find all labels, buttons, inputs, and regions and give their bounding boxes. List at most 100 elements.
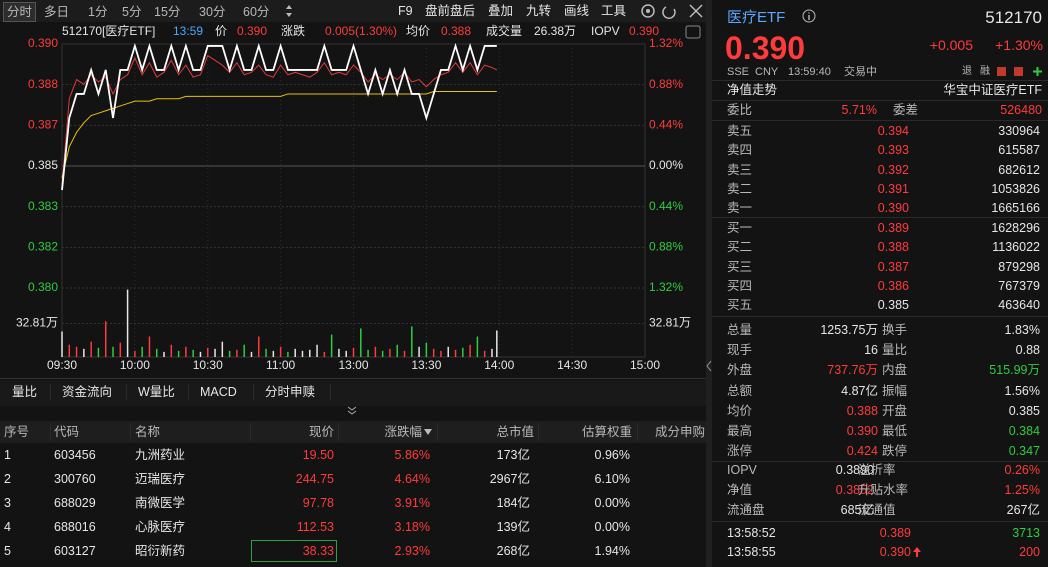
- table-cell[interactable]: 603456: [54, 448, 96, 462]
- expand-icon[interactable]: [281, 3, 297, 19]
- info-text: 均价: [406, 24, 430, 38]
- table-header[interactable]: 成分申购: [654, 425, 705, 439]
- table-cell[interactable]: 九洲药业: [135, 448, 186, 462]
- table-cell[interactable]: 迈瑞医疗: [135, 472, 186, 486]
- volume-bar: [330, 334, 333, 357]
- table-cell[interactable]: 2967亿: [489, 472, 530, 486]
- book-label: 委比: [727, 103, 753, 117]
- sort-icon[interactable]: [424, 429, 432, 435]
- y-tick-label: 0.385: [28, 158, 58, 172]
- volume-bar: [301, 350, 304, 357]
- trade-time: 13:58:52: [727, 526, 776, 540]
- table-cell[interactable]: 244.75: [295, 472, 334, 486]
- table-cell[interactable]: 3.18%: [394, 520, 430, 534]
- tab-separator: [188, 384, 189, 400]
- change: +0.005: [929, 37, 973, 53]
- tool-button[interactable]: 盘前盘后: [425, 4, 476, 18]
- tool-icons[interactable]: [638, 1, 708, 21]
- table-cell[interactable]: 南微医学: [135, 496, 186, 510]
- table-cell[interactable]: 3: [4, 496, 11, 510]
- table-cell[interactable]: 268亿: [496, 544, 530, 558]
- tab-separator: [330, 384, 331, 400]
- table-cell[interactable]: 38.33: [302, 544, 334, 558]
- timeframe-tab[interactable]: 5分: [122, 5, 142, 19]
- indicator-tab[interactable]: MACD: [200, 385, 237, 399]
- indicator-tab[interactable]: 分时申赎: [265, 385, 316, 399]
- table-cell[interactable]: 昭衍新药: [135, 544, 186, 558]
- timeframe-tab[interactable]: 30分: [199, 5, 226, 19]
- book-label: 委差: [893, 103, 919, 117]
- table-header[interactable]: 序号: [4, 425, 30, 439]
- timeframe-tab[interactable]: 60分: [243, 5, 270, 19]
- stat-value: 1.25%: [1004, 483, 1040, 498]
- timeframe-tab[interactable]: 多日: [44, 5, 70, 19]
- book-price: 0.389: [877, 221, 909, 235]
- table-header[interactable]: 估算权重: [581, 425, 632, 439]
- info-icon[interactable]: [802, 9, 816, 23]
- table-cell[interactable]: 1.94%: [594, 544, 630, 558]
- volume-bar: [112, 346, 114, 357]
- table-cell[interactable]: 112.53: [296, 520, 334, 534]
- last-price: 0.390: [725, 30, 806, 66]
- volume-bar: [367, 349, 369, 357]
- quote-meta: 13:59:40: [788, 65, 831, 78]
- volume-bar: [432, 348, 435, 357]
- table-cell[interactable]: 173亿: [496, 448, 530, 462]
- table-cell[interactable]: 4: [4, 520, 11, 534]
- table-cell[interactable]: 0.96%: [594, 448, 630, 462]
- table-cell[interactable]: 3.91%: [394, 496, 430, 510]
- table-header[interactable]: 名称: [135, 425, 161, 439]
- table-cell[interactable]: 184亿: [496, 496, 530, 510]
- stat-label: 现手: [727, 343, 753, 358]
- info-text: 0.388: [441, 24, 471, 38]
- table-cell[interactable]: 300760: [54, 472, 96, 486]
- wp-icon[interactable]: [685, 25, 701, 39]
- x-tick-label: 14:30: [557, 358, 587, 372]
- table-cell[interactable]: 97.78: [302, 496, 334, 510]
- trade-volume: 3713: [1012, 526, 1040, 540]
- table-cell[interactable]: 688029: [54, 496, 96, 510]
- table-cell[interactable]: 6.10%: [594, 472, 630, 486]
- tab-separator: [126, 384, 127, 400]
- table-cell[interactable]: 603127: [54, 544, 96, 558]
- tool-button[interactable]: 画线: [564, 4, 590, 18]
- volume-bar: [192, 349, 194, 357]
- tool-button[interactable]: 叠加: [488, 4, 514, 18]
- table-header[interactable]: 总市值: [496, 425, 534, 439]
- separator: [712, 461, 1048, 462]
- table-cell[interactable]: 688016: [54, 520, 96, 534]
- tool-button[interactable]: 九转: [526, 4, 552, 18]
- table-cell[interactable]: 5.86%: [394, 448, 430, 462]
- table-header[interactable]: 涨跌幅: [384, 425, 422, 439]
- stat-label: 流通盘: [727, 503, 765, 518]
- table-cell[interactable]: 5: [4, 544, 11, 558]
- table-cell[interactable]: 2.93%: [394, 544, 430, 558]
- indicator-tab[interactable]: W量比: [138, 385, 175, 399]
- chevron-icon[interactable]: [345, 405, 359, 417]
- table-header[interactable]: 现价: [308, 425, 334, 439]
- timeframe-tab[interactable]: 分时: [3, 2, 37, 22]
- volume-bar: [374, 346, 377, 357]
- table-cell[interactable]: 0.00%: [594, 496, 630, 510]
- table-cell[interactable]: 4.64%: [394, 472, 430, 486]
- indicator-tab[interactable]: 量比: [12, 385, 38, 399]
- table-cell[interactable]: 0.00%: [594, 520, 630, 534]
- status-icons: [997, 67, 1042, 76]
- stat-label: 振幅: [882, 383, 908, 398]
- table-cell[interactable]: 1: [4, 448, 11, 462]
- trade-price: 0.389: [879, 526, 911, 540]
- nav-link[interactable]: 净值走势: [727, 83, 778, 97]
- table-cell[interactable]: 2: [4, 472, 11, 486]
- table-cell[interactable]: 心脉医疗: [135, 520, 186, 534]
- timeframe-tab[interactable]: 15分: [154, 5, 181, 19]
- table-cell[interactable]: 139亿: [496, 520, 530, 534]
- indicator-tab[interactable]: 资金流向: [62, 385, 113, 399]
- volume-bar: [265, 348, 267, 357]
- table-cell[interactable]: 19.50: [302, 448, 334, 462]
- tool-button[interactable]: F9: [398, 4, 413, 18]
- tool-button[interactable]: 工具: [601, 4, 627, 18]
- book-volume: 682612: [998, 162, 1040, 177]
- collapse-arrow[interactable]: [706, 360, 712, 372]
- timeframe-tab[interactable]: 1分: [88, 5, 108, 19]
- table-header[interactable]: 代码: [54, 425, 80, 439]
